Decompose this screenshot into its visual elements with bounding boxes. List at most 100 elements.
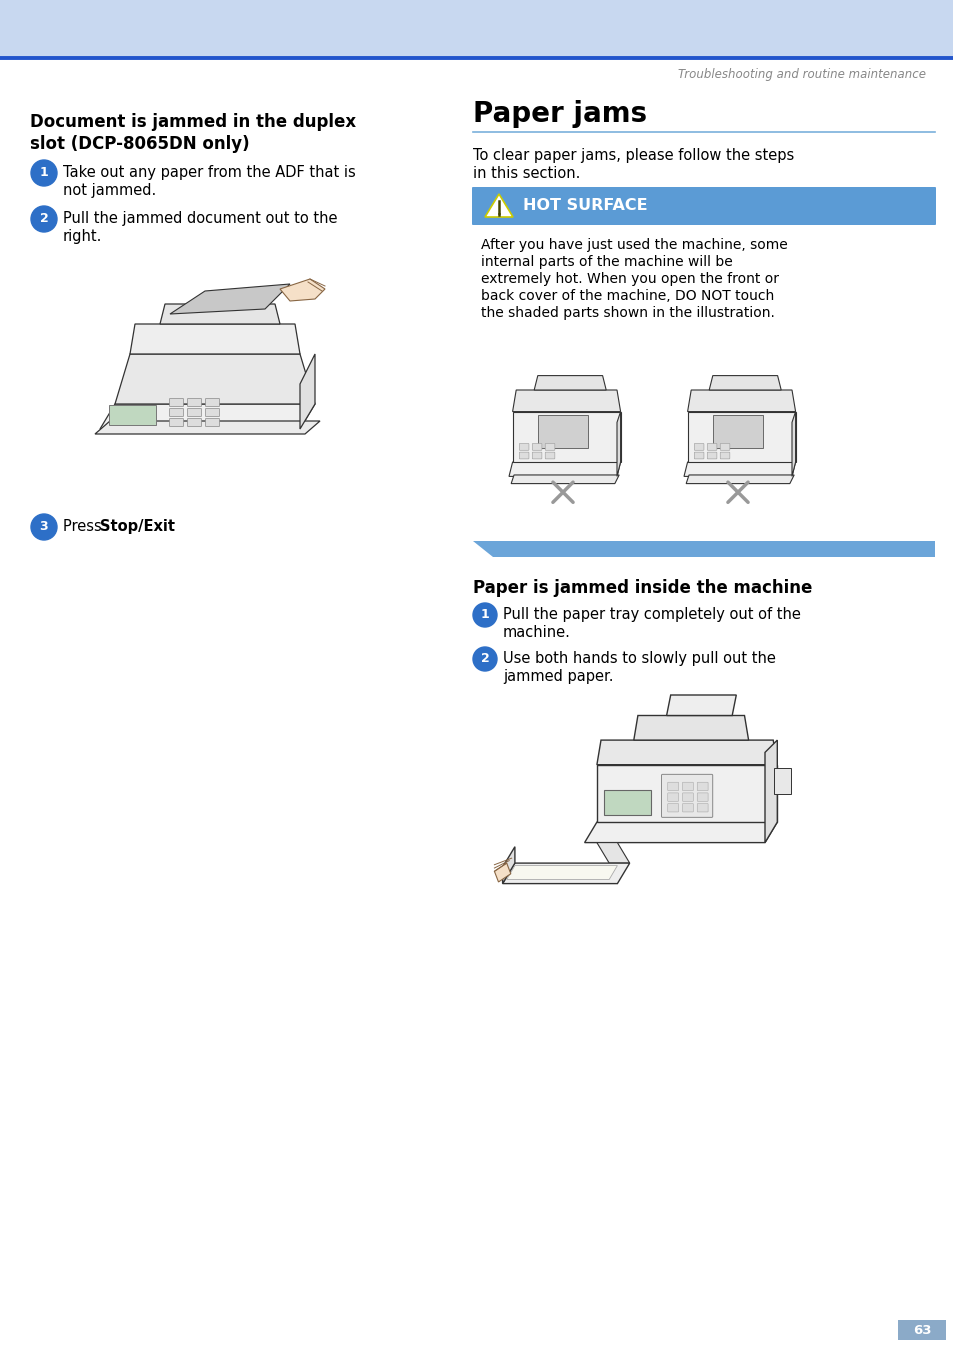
Polygon shape	[130, 324, 299, 355]
Polygon shape	[115, 355, 314, 404]
Text: Pull the jammed document out to the: Pull the jammed document out to the	[63, 212, 337, 226]
Polygon shape	[506, 865, 617, 879]
Polygon shape	[617, 411, 620, 476]
Text: slot (DCP-8065DN only): slot (DCP-8065DN only)	[30, 135, 250, 154]
Text: the shaded parts shown in the illustration.: the shaded parts shown in the illustrati…	[480, 306, 774, 319]
FancyBboxPatch shape	[170, 418, 183, 426]
Polygon shape	[597, 842, 629, 863]
Polygon shape	[597, 764, 777, 822]
Text: HOT SURFACE: HOT SURFACE	[522, 198, 647, 213]
FancyBboxPatch shape	[205, 418, 219, 426]
FancyBboxPatch shape	[697, 793, 707, 801]
Text: not jammed.: not jammed.	[63, 183, 156, 198]
Polygon shape	[687, 390, 795, 411]
FancyBboxPatch shape	[694, 452, 703, 458]
FancyBboxPatch shape	[697, 803, 707, 811]
Polygon shape	[95, 421, 319, 434]
FancyBboxPatch shape	[697, 782, 707, 791]
FancyBboxPatch shape	[897, 1320, 945, 1340]
Text: Use both hands to slowly pull out the: Use both hands to slowly pull out the	[502, 651, 775, 666]
Polygon shape	[473, 541, 934, 557]
FancyBboxPatch shape	[720, 452, 729, 458]
FancyBboxPatch shape	[545, 443, 555, 450]
FancyBboxPatch shape	[660, 774, 712, 817]
FancyBboxPatch shape	[188, 399, 201, 407]
Polygon shape	[597, 740, 777, 764]
Polygon shape	[100, 404, 314, 429]
FancyBboxPatch shape	[706, 452, 716, 458]
FancyBboxPatch shape	[773, 768, 790, 794]
FancyBboxPatch shape	[170, 399, 183, 407]
Polygon shape	[512, 390, 620, 411]
Polygon shape	[685, 474, 793, 484]
Text: Take out any paper from the ADF that is: Take out any paper from the ADF that is	[63, 164, 355, 181]
FancyBboxPatch shape	[681, 782, 693, 791]
FancyBboxPatch shape	[188, 418, 201, 426]
FancyBboxPatch shape	[712, 415, 762, 448]
Text: Paper jams: Paper jams	[473, 100, 646, 128]
Polygon shape	[484, 194, 513, 217]
Text: right.: right.	[63, 229, 102, 244]
FancyBboxPatch shape	[205, 408, 219, 417]
Polygon shape	[299, 355, 314, 429]
Polygon shape	[534, 376, 605, 390]
Polygon shape	[160, 305, 280, 324]
Polygon shape	[170, 284, 290, 314]
Text: 1: 1	[40, 167, 49, 179]
FancyBboxPatch shape	[472, 187, 935, 225]
Text: back cover of the machine, DO NOT touch: back cover of the machine, DO NOT touch	[480, 288, 774, 303]
Text: 2: 2	[480, 652, 489, 666]
Polygon shape	[633, 716, 748, 740]
FancyBboxPatch shape	[720, 443, 729, 450]
Circle shape	[473, 603, 497, 627]
Polygon shape	[511, 474, 618, 484]
FancyBboxPatch shape	[545, 452, 555, 458]
Text: 63: 63	[912, 1324, 930, 1336]
Text: 3: 3	[40, 520, 49, 534]
Polygon shape	[791, 411, 795, 476]
Polygon shape	[687, 411, 795, 462]
Text: in this section.: in this section.	[473, 166, 579, 181]
Polygon shape	[666, 696, 736, 716]
Polygon shape	[683, 462, 795, 476]
Text: machine.: machine.	[502, 625, 570, 640]
FancyBboxPatch shape	[532, 452, 541, 458]
FancyBboxPatch shape	[667, 803, 678, 811]
Text: Pull the paper tray completely out of the: Pull the paper tray completely out of th…	[502, 607, 800, 621]
FancyBboxPatch shape	[0, 0, 953, 58]
Text: Stop/Exit: Stop/Exit	[100, 519, 174, 534]
Text: jammed paper.: jammed paper.	[502, 669, 613, 683]
FancyBboxPatch shape	[603, 790, 651, 816]
FancyBboxPatch shape	[694, 443, 703, 450]
FancyBboxPatch shape	[532, 443, 541, 450]
FancyBboxPatch shape	[109, 404, 156, 425]
FancyBboxPatch shape	[518, 443, 528, 450]
FancyBboxPatch shape	[170, 408, 183, 417]
Polygon shape	[584, 822, 777, 842]
FancyBboxPatch shape	[537, 415, 588, 448]
FancyBboxPatch shape	[681, 803, 693, 811]
Text: Troubleshooting and routine maintenance: Troubleshooting and routine maintenance	[678, 67, 925, 81]
Polygon shape	[502, 847, 515, 883]
FancyBboxPatch shape	[667, 793, 678, 801]
FancyBboxPatch shape	[205, 399, 219, 407]
Text: Press: Press	[63, 519, 107, 534]
Circle shape	[30, 514, 57, 541]
Polygon shape	[280, 279, 325, 301]
FancyBboxPatch shape	[681, 793, 693, 801]
Polygon shape	[764, 740, 777, 842]
Polygon shape	[502, 863, 629, 883]
Circle shape	[473, 647, 497, 671]
FancyBboxPatch shape	[518, 452, 528, 458]
Text: Paper is jammed inside the machine: Paper is jammed inside the machine	[473, 580, 812, 597]
FancyBboxPatch shape	[667, 782, 678, 791]
Text: extremely hot. When you open the front or: extremely hot. When you open the front o…	[480, 272, 779, 286]
Text: Document is jammed in the duplex: Document is jammed in the duplex	[30, 113, 355, 131]
FancyBboxPatch shape	[706, 443, 716, 450]
Text: 1: 1	[480, 608, 489, 621]
Polygon shape	[708, 376, 781, 390]
Text: .: .	[158, 519, 163, 534]
Text: After you have just used the machine, some: After you have just used the machine, so…	[480, 239, 787, 252]
Circle shape	[30, 160, 57, 186]
Polygon shape	[512, 411, 620, 462]
